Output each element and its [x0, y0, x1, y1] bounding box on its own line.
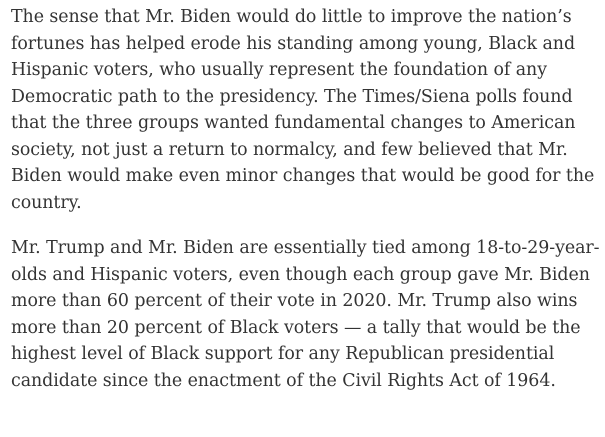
article-paragraph: Mr. Trump and Mr. Biden are essentially …: [11, 238, 600, 391]
article-paragraph: The sense that Mr. Biden would do little…: [11, 7, 595, 213]
article-body: The sense that Mr. Biden would do little…: [11, 4, 603, 394]
